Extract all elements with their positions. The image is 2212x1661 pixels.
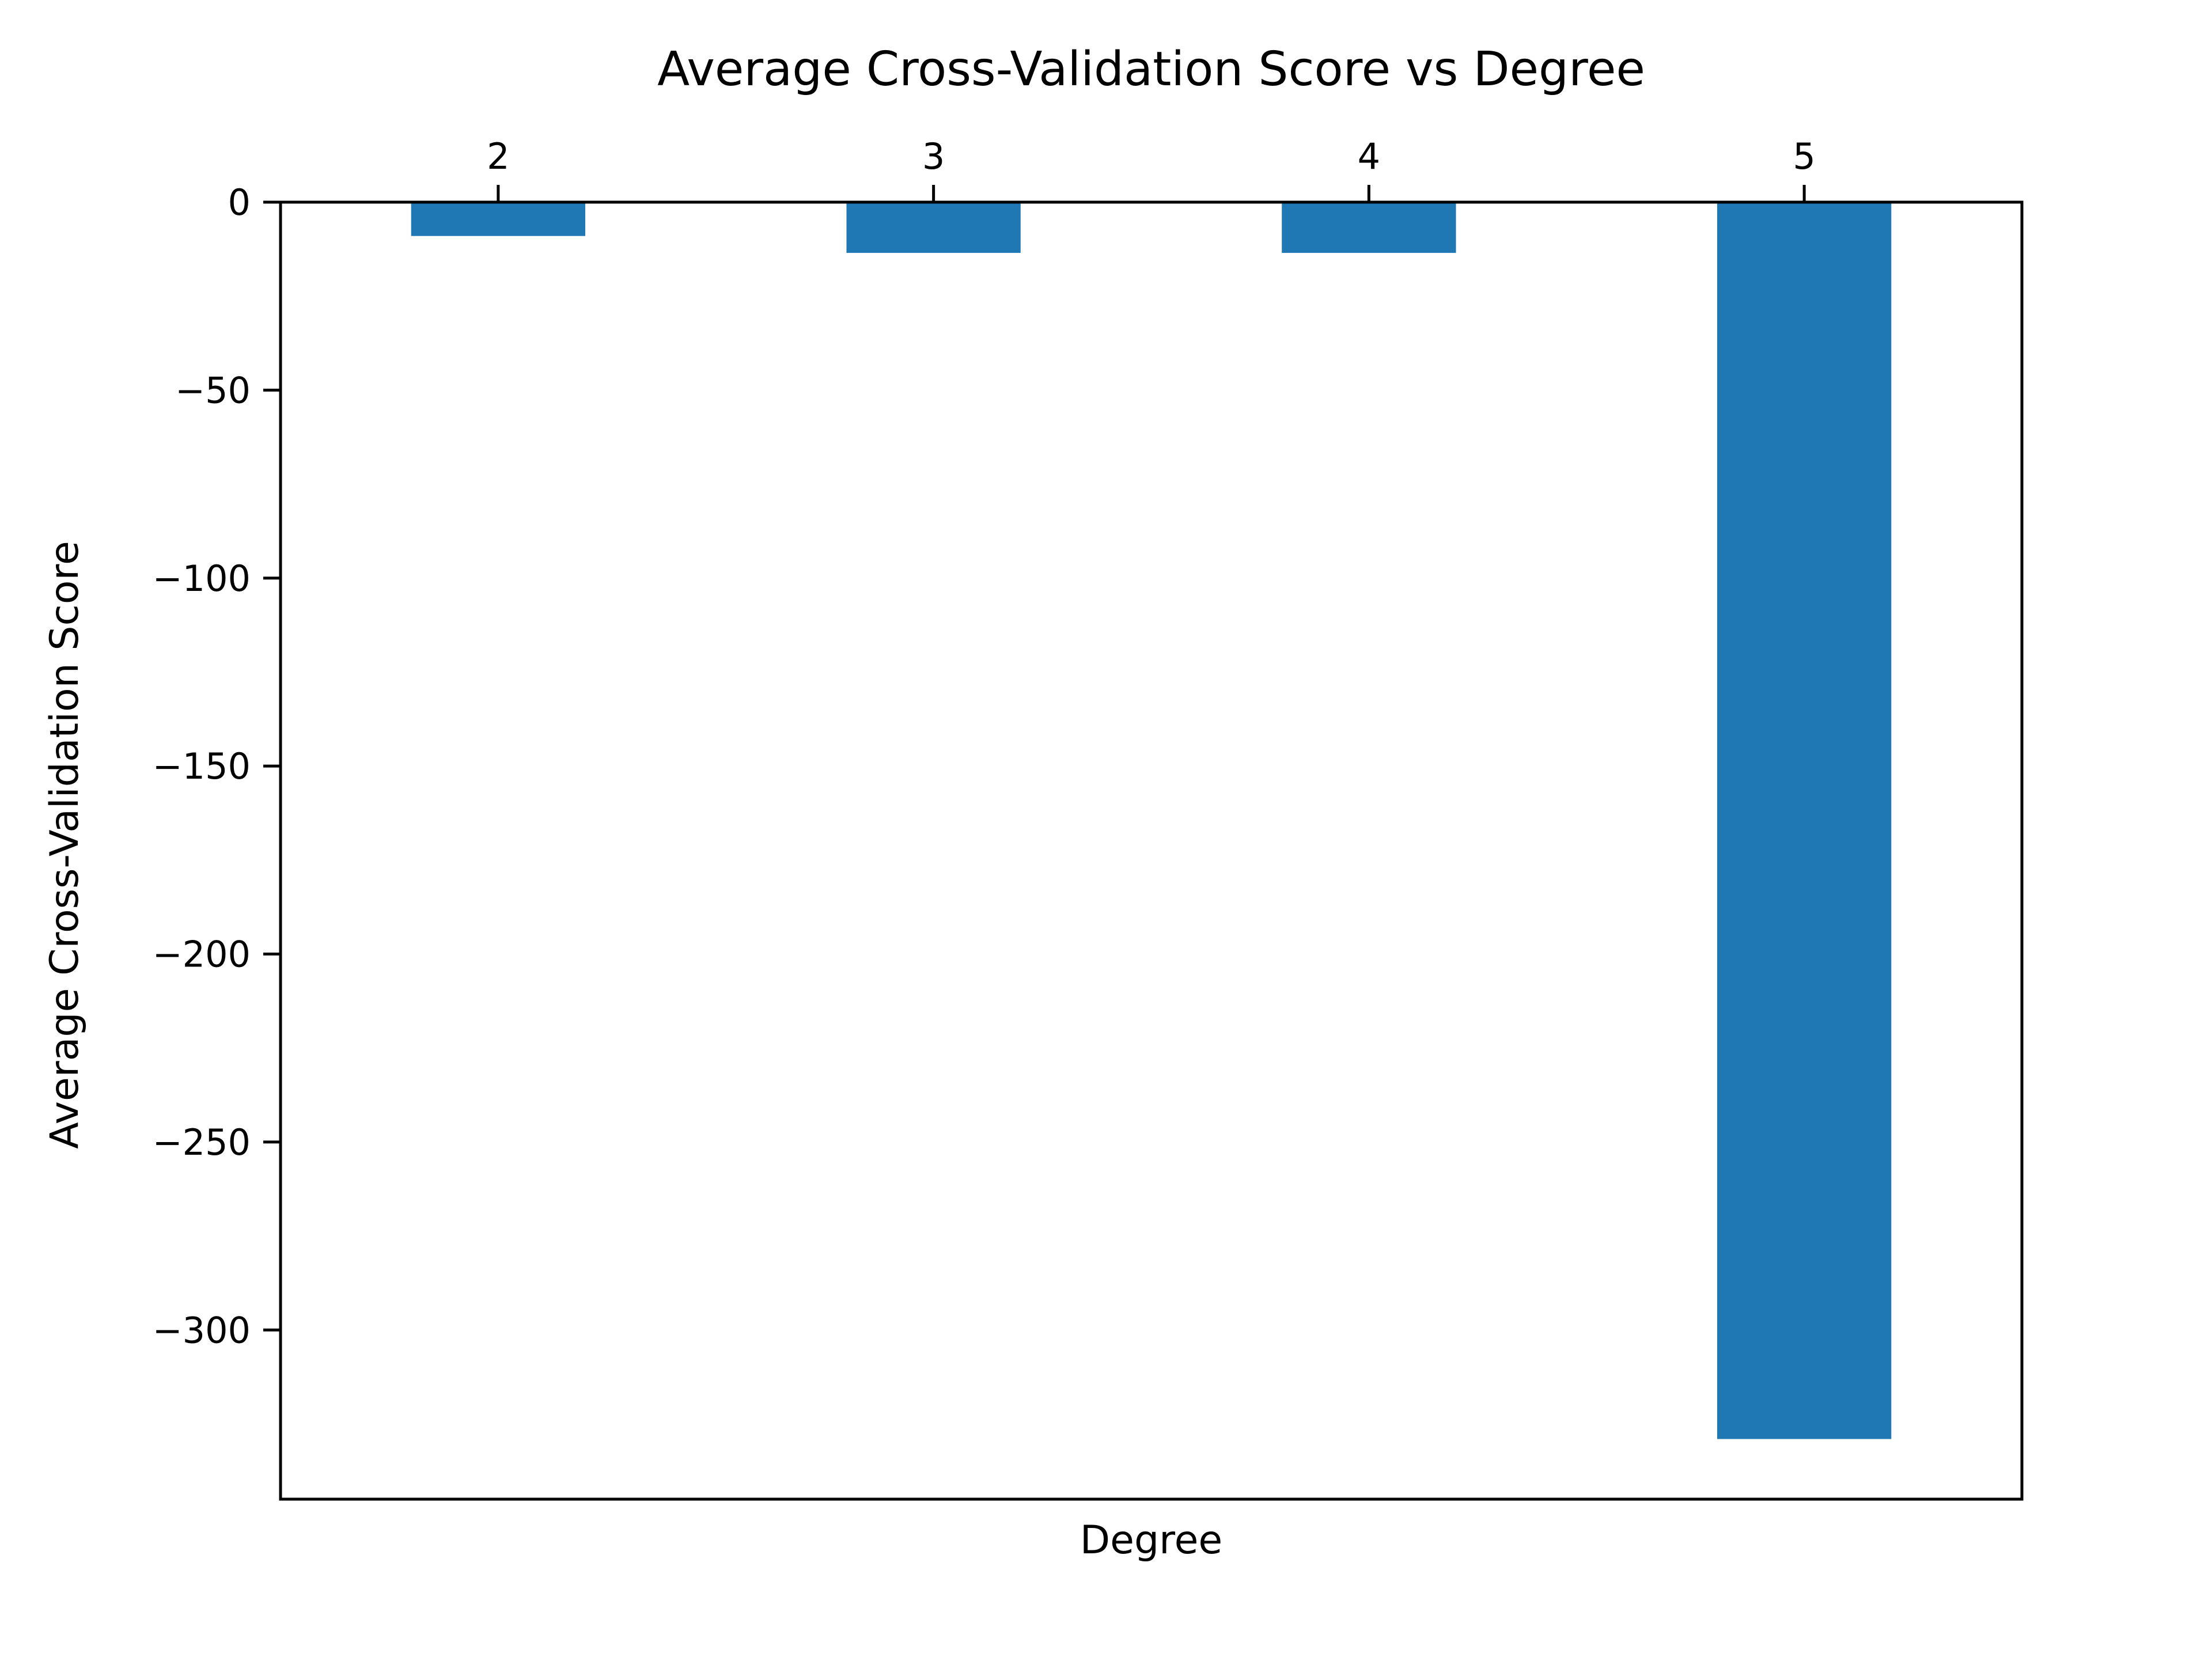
bar-degree-5 [1717, 202, 1892, 1439]
x-axis-label: Degree [1080, 1518, 1223, 1563]
y-tick-label: −50 [175, 369, 251, 411]
chart-title: Average Cross-Validation Score vs Degree [657, 42, 1645, 97]
y-tick-label: −300 [153, 1309, 251, 1351]
bar-degree-3 [846, 202, 1021, 253]
y-tick-label: −100 [153, 558, 251, 600]
y-tick-label: −200 [153, 934, 251, 976]
plot-frame [279, 200, 2024, 1501]
bars-layer [411, 202, 1892, 1439]
x-tick-label: 3 [922, 135, 945, 177]
x-tick-label: 4 [1358, 135, 1380, 177]
bar-degree-4 [1282, 202, 1456, 253]
y-tick-label: 0 [228, 181, 251, 223]
y-tick-label: −150 [153, 745, 251, 787]
y-tick-label: −250 [153, 1121, 251, 1163]
x-tick-label: 2 [487, 135, 509, 177]
bar-degree-2 [411, 202, 586, 236]
x-tick-label: 5 [1793, 135, 1815, 177]
y-axis-label: Average Cross-Validation Score [42, 541, 88, 1149]
ticks-layer: 2 3 4 5 0 −50 −100 −150 −200 −250 −300 [153, 135, 1816, 1351]
